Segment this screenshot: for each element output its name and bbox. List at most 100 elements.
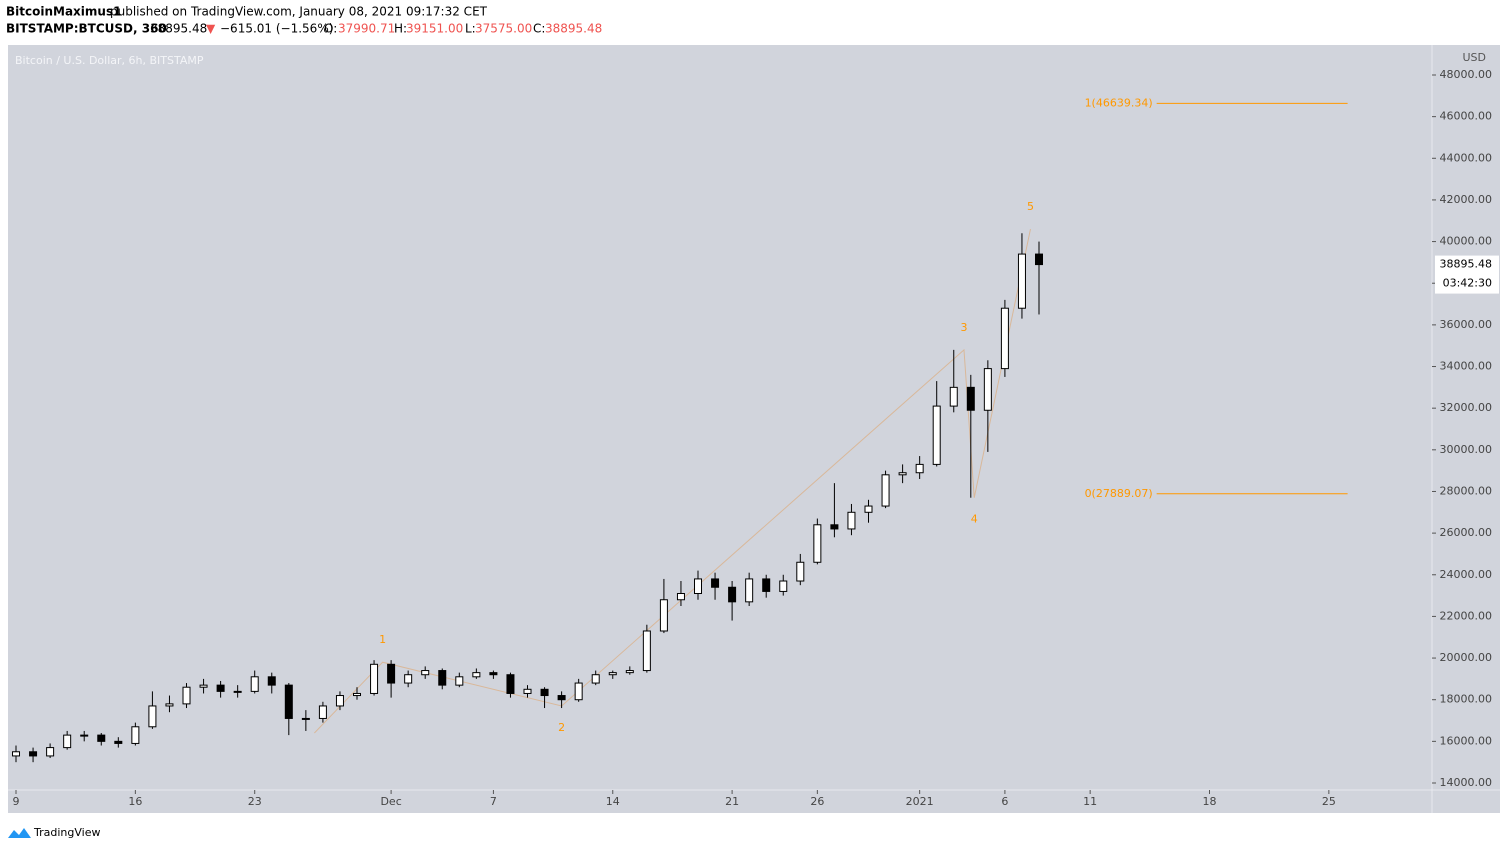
published: published on TradingView.com, January 08… [110,5,488,19]
candle-body [80,734,89,737]
y-tick-label: 28000.00 [1440,484,1493,497]
candle-body [523,688,532,694]
y-unit: USD [1462,51,1486,64]
candle-body [1035,253,1044,266]
x-tick-label: 21 [725,795,739,808]
candle-body [608,672,617,676]
x-tick-label: 6 [1001,795,1008,808]
y-tick-label: 34000.00 [1440,360,1493,373]
candle-body [250,676,259,692]
y-tick-label: 14000.00 [1440,776,1493,789]
y-tick-label: 18000.00 [1440,693,1493,706]
candle-body [864,505,873,513]
candle-body [625,670,634,674]
x-tick-label: 2021 [906,795,934,808]
candle-body [12,751,21,757]
candle-body [353,692,362,697]
candle-body [335,695,344,707]
candle-body [182,686,191,705]
candle-body [642,630,651,672]
c: 38895.48 [545,22,602,36]
x-tick-label: 23 [248,795,262,808]
change: −615.01 (−1.56%) [220,22,333,36]
candle-body [1017,253,1026,309]
candle-body [284,684,293,719]
candle-body [404,674,413,684]
wave-label: 4 [971,513,978,526]
last: 38895.48 [150,22,207,36]
y-tick-label: 46000.00 [1440,110,1493,123]
candle-body [29,751,38,757]
l-label: L: [465,22,476,36]
candle-body [1000,307,1009,370]
y-tick-label: 22000.00 [1440,609,1493,622]
candle-body [131,726,140,744]
candle-body [506,674,515,694]
candle-body [114,740,123,744]
y-tick-label: 24000.00 [1440,568,1493,581]
x-tick-label: 7 [490,795,497,808]
candle-body [745,578,754,603]
candle-body [97,734,106,742]
symbol: BITSTAMP:BTCUSD, 360 [6,22,167,36]
brand[interactable]: TradingView [33,826,100,839]
o: 37990.71 [338,22,395,36]
fib-label: 0(27889.07) [1085,487,1153,500]
y-tick-label: 20000.00 [1440,651,1493,664]
candle-body [267,676,276,686]
l: 37575.00 [475,22,532,36]
x-tick-label: 9 [13,795,20,808]
logo [8,828,31,838]
candle-body [676,593,685,601]
wave-label: 1 [379,633,386,646]
candle-body [489,672,498,676]
candle-body [421,670,430,676]
y-tick-label: 40000.00 [1440,235,1493,248]
y-tick-label: 26000.00 [1440,526,1493,539]
candle-body [966,386,975,411]
candle-body [881,474,890,507]
o-label: O: [324,22,337,36]
x-tick-label: 11 [1083,795,1097,808]
candle-body [728,586,737,603]
candle-body [199,684,208,688]
candle-body [762,578,771,592]
candle-body [148,705,157,728]
candle-body [983,368,992,411]
y-tick-label: 32000.00 [1440,401,1493,414]
wave-label: 3 [960,321,967,334]
arrow: ▼ [206,22,216,36]
countdown: 03:42:30 [1443,277,1492,290]
h: 39151.00 [406,22,463,36]
y-tick-label: 42000.00 [1440,193,1493,206]
candle-body [46,747,55,757]
candle-body [949,386,958,407]
candle-body [318,705,327,719]
candle-body [540,688,549,697]
candle-body [63,734,72,749]
h-label: H: [394,22,407,36]
author[interactable]: BitcoinMaximus1 [6,5,121,19]
candle-body [165,703,174,707]
candle-body [694,578,703,595]
candle-body [779,580,788,592]
candle-body [233,690,242,693]
candle-body [932,405,941,465]
candle-body [301,717,310,720]
candle-body [216,684,225,692]
price-label: 38895.48 [1440,258,1493,271]
price-tag [1435,255,1499,294]
y-tick-label: 30000.00 [1440,443,1493,456]
x-tick-label: 14 [606,795,620,808]
c-label: C: [533,22,545,36]
y-tick-label: 44000.00 [1440,151,1493,164]
panel-bg [8,45,1500,813]
candle-body [370,663,379,694]
candle-body [711,578,720,588]
y-tick-label: 48000.00 [1440,68,1493,81]
candle-body [847,511,856,530]
wave-label: 2 [558,721,565,734]
candle-body [659,599,668,632]
candle-body [915,463,924,474]
